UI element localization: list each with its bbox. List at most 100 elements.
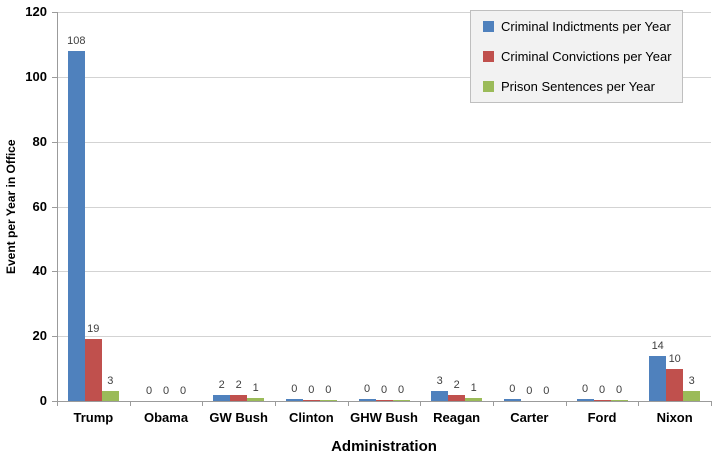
y-tick-label: 20	[32, 328, 47, 344]
bar	[213, 394, 231, 401]
bar	[576, 399, 594, 401]
bar-value-label: 1	[470, 381, 477, 394]
y-tick-label: 100	[25, 68, 47, 84]
category-label: Ford	[587, 410, 617, 425]
legend-item: Criminal Indictments per Year	[483, 19, 682, 34]
legend-label: Criminal Indictments per Year	[501, 18, 671, 34]
bar	[465, 397, 483, 401]
bar-value-label: 0	[509, 383, 516, 396]
bar	[666, 368, 684, 401]
bar	[101, 391, 119, 401]
bar-value-label: 0	[598, 384, 606, 396]
bar	[230, 394, 248, 401]
category-label: Nixon	[656, 410, 693, 425]
y-tick	[52, 336, 57, 338]
bar	[537, 400, 555, 401]
x-tick	[638, 401, 640, 406]
bar	[610, 400, 628, 401]
category-label: Clinton	[288, 410, 334, 425]
bar	[285, 399, 303, 401]
bar	[67, 50, 85, 401]
x-tick	[420, 401, 422, 406]
category-label: Carter	[510, 410, 549, 425]
gridline	[57, 12, 711, 13]
y-tick-label: 120	[25, 4, 47, 19]
bar-value-label: 108	[67, 34, 86, 47]
bar	[375, 400, 393, 401]
x-tick	[711, 401, 712, 406]
y-tick-label: 0	[39, 393, 47, 408]
bar-value-label: 0	[615, 384, 623, 396]
bar-value-label: 0	[291, 383, 298, 396]
y-axis	[57, 12, 58, 405]
x-tick	[129, 401, 131, 406]
bar	[593, 400, 611, 401]
category-label: Obama	[143, 410, 189, 425]
legend-swatch-icon	[483, 81, 494, 93]
x-axis-title: Administration	[331, 438, 437, 455]
x-tick	[565, 401, 567, 406]
legend-label: Criminal Convictions per Year	[501, 48, 672, 64]
bar-value-label: 3	[107, 375, 114, 388]
gridline	[57, 206, 711, 208]
category-label: Reagan	[433, 410, 481, 425]
y-tick-label: 60	[32, 198, 47, 214]
x-axis	[52, 401, 711, 402]
bar-value-label: 0	[581, 383, 589, 396]
y-tick	[52, 141, 57, 143]
bar	[84, 339, 102, 401]
bar-value-label: 2	[235, 378, 242, 391]
category-label: GHW Bush	[350, 410, 418, 425]
bar-value-label: 10	[668, 352, 681, 365]
bar-value-label: 0	[380, 384, 388, 396]
legend-label: Prison Sentences per Year	[501, 79, 655, 95]
legend-item: Criminal Convictions per Year	[483, 49, 682, 64]
bar-value-label: 2	[218, 378, 225, 391]
gridline	[57, 271, 711, 273]
bar-value-label: 3	[436, 375, 443, 388]
y-tick	[52, 12, 57, 13]
bar	[247, 397, 265, 401]
bar-value-label: 3	[688, 375, 695, 388]
y-tick-label: 80	[32, 133, 47, 149]
bar	[520, 400, 538, 401]
gridline	[57, 76, 711, 78]
x-tick	[202, 401, 204, 406]
bar-value-label: 2	[453, 378, 460, 391]
bar-value-label: 0	[543, 384, 550, 397]
x-tick	[347, 401, 349, 406]
gridline	[57, 141, 711, 143]
y-tick-label: 40	[32, 263, 47, 279]
bar	[683, 391, 701, 401]
bar	[319, 400, 337, 401]
bar-value-label: 14	[651, 339, 664, 352]
category-label: Trump	[73, 410, 114, 425]
bar	[302, 400, 320, 401]
legend: Criminal Indictments per Year Criminal Co…	[470, 10, 683, 103]
x-tick	[57, 401, 58, 406]
legend-swatch-icon	[483, 50, 494, 62]
bar-value-label: 0	[397, 384, 405, 396]
bar	[503, 399, 521, 401]
bar-value-label: 0	[308, 384, 315, 396]
bar-value-label: 19	[87, 323, 100, 336]
bar	[448, 394, 466, 401]
y-tick	[52, 271, 57, 273]
legend-item: Prison Sentences per Year	[483, 79, 682, 94]
bar-value-label: 0	[179, 385, 187, 397]
bar-value-label: 0	[363, 383, 371, 396]
x-tick	[493, 401, 494, 406]
legend-swatch-icon	[483, 20, 494, 32]
bar-value-label: 0	[526, 384, 533, 397]
bar	[431, 391, 449, 401]
y-tick	[52, 206, 57, 208]
bar	[392, 400, 410, 401]
bar	[358, 399, 376, 401]
category-label: GW Bush	[209, 410, 268, 425]
x-tick	[275, 401, 276, 406]
bar-value-label: 0	[162, 385, 170, 397]
gridline	[57, 336, 711, 338]
bar-value-label: 1	[252, 381, 259, 394]
y-tick	[52, 76, 57, 78]
